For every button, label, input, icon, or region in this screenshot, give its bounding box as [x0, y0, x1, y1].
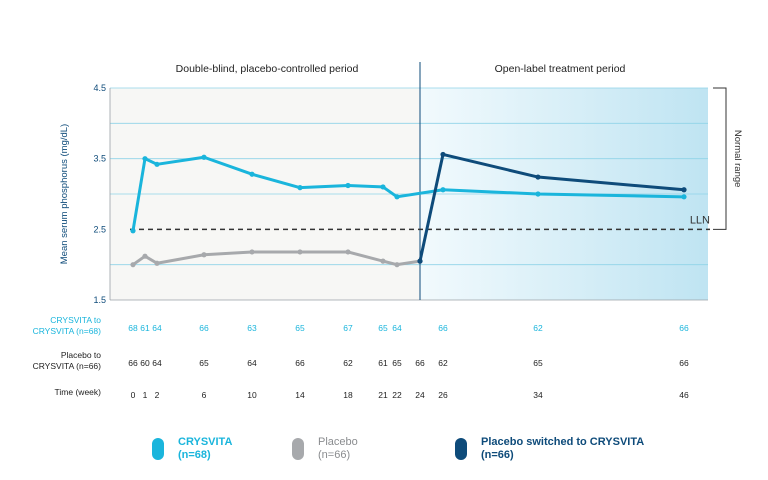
y-tick-label: 1.5: [93, 295, 106, 305]
data-point: [380, 258, 386, 264]
table-row-label: CRYSVITA to: [50, 315, 101, 325]
legend-label-crysvita: CRYSVITA: [178, 436, 233, 448]
table-row-label: Time (week): [55, 387, 102, 397]
data-point: [681, 194, 687, 200]
table-cell: 64: [392, 323, 402, 333]
table-cell: 66: [679, 358, 689, 368]
table-cell: 64: [152, 323, 162, 333]
data-point: [417, 258, 423, 264]
series-line-placebo: [131, 250, 422, 267]
data-point: [201, 154, 207, 160]
table-cell: 67: [343, 323, 353, 333]
legend-item-switched: Placebo switched to CRYSVITA (n=66): [455, 436, 644, 462]
data-point: [380, 184, 386, 190]
period-label-open-label: Open-label treatment period: [495, 63, 626, 75]
data-point: [142, 253, 148, 259]
table-row-label: CRYSVITA (n=68): [33, 326, 102, 336]
legend-label-placebo: Placebo: [318, 436, 358, 448]
table-cell: 14: [295, 390, 305, 400]
table-cell: 61: [140, 323, 150, 333]
table-cell: 26: [438, 390, 448, 400]
data-point: [394, 194, 400, 200]
table-row-label: CRYSVITA (n=66): [33, 361, 102, 371]
lln-label: LLN: [690, 214, 710, 226]
table-cell: 65: [199, 358, 209, 368]
data-point: [535, 191, 541, 197]
table-cell: 60: [140, 358, 150, 368]
table-cell: 34: [533, 390, 543, 400]
table-cell: 65: [392, 358, 402, 368]
data-point: [249, 249, 255, 255]
table-cell: 63: [247, 323, 257, 333]
y-axis-title: Mean serum phosphorus (mg/dL): [59, 124, 70, 264]
table-cell: 1: [143, 390, 148, 400]
legend-swatch-placebo: [292, 438, 304, 460]
table-cell: 66: [438, 323, 448, 333]
legend-n-placebo: (n=66): [318, 449, 351, 461]
table-cell: 61: [378, 358, 388, 368]
data-point: [154, 161, 160, 167]
series-line-placebo-switched-to-crysvita: [418, 152, 686, 263]
table-cell: 2: [155, 390, 160, 400]
normal-range-bracket: [713, 87, 727, 230]
data-point: [535, 174, 541, 180]
table-cell: 0: [131, 390, 136, 400]
data-point: [142, 156, 148, 162]
table-cell: 46: [679, 390, 689, 400]
data-point: [394, 262, 400, 268]
data-point: [440, 151, 446, 158]
table-cell: 64: [247, 358, 257, 368]
y-tick-label: 4.5: [93, 83, 106, 93]
table-cell: 62: [438, 358, 448, 368]
legend-swatch-crysvita: [152, 438, 164, 460]
data-point: [297, 185, 303, 191]
table-cell: 66: [415, 358, 425, 368]
table-row-label: Placebo to: [61, 350, 101, 360]
data-point: [345, 249, 351, 255]
period-label-double-blind: Double-blind, placebo-controlled period: [176, 63, 359, 75]
table-cell: 66: [128, 358, 138, 368]
table-cell: 18: [343, 390, 353, 400]
table-cell: 6: [202, 390, 207, 400]
table-cell: 21: [378, 390, 388, 400]
legend-item-placebo: Placebo (n=66): [292, 436, 358, 462]
data-point: [345, 182, 351, 189]
data-point: [154, 260, 160, 266]
table-cell: 65: [295, 323, 305, 333]
data-point: [130, 262, 136, 268]
data-point: [249, 171, 255, 177]
data-point: [440, 187, 446, 193]
normal-range-label: Normal range: [732, 130, 743, 188]
legend-n-crysvita: (n=68): [178, 449, 211, 461]
table-cell: 66: [295, 358, 305, 368]
y-tick-label: 2.5: [93, 224, 106, 234]
table-cell: 65: [533, 358, 543, 368]
table-cell: 64: [152, 358, 162, 368]
data-point: [681, 187, 687, 193]
table-cell: 62: [343, 358, 353, 368]
table-cell: 68: [128, 323, 138, 333]
legend-n-switched: (n=66): [481, 449, 514, 461]
table-cell: 62: [533, 323, 543, 333]
legend-swatch-switched: [455, 438, 467, 460]
table-cell: 22: [392, 390, 402, 400]
table-cell: 24: [415, 390, 425, 400]
data-point: [297, 249, 303, 255]
data-point: [130, 228, 136, 234]
table-cell: 65: [378, 323, 388, 333]
table-cell: 66: [679, 323, 689, 333]
y-tick-label: 3.5: [93, 154, 106, 164]
table-cell: 66: [199, 323, 209, 333]
chart: 1.5 2.5 3.5 4.5 Mean serum phosphorus (mg/dL…: [33, 62, 743, 400]
legend-label-switched: Placebo switched to CRYSVITA: [481, 436, 645, 448]
data-point: [201, 252, 207, 258]
legend-item-crysvita: CRYSVITA (n=68): [152, 436, 232, 462]
table-cell: 10: [247, 390, 257, 400]
